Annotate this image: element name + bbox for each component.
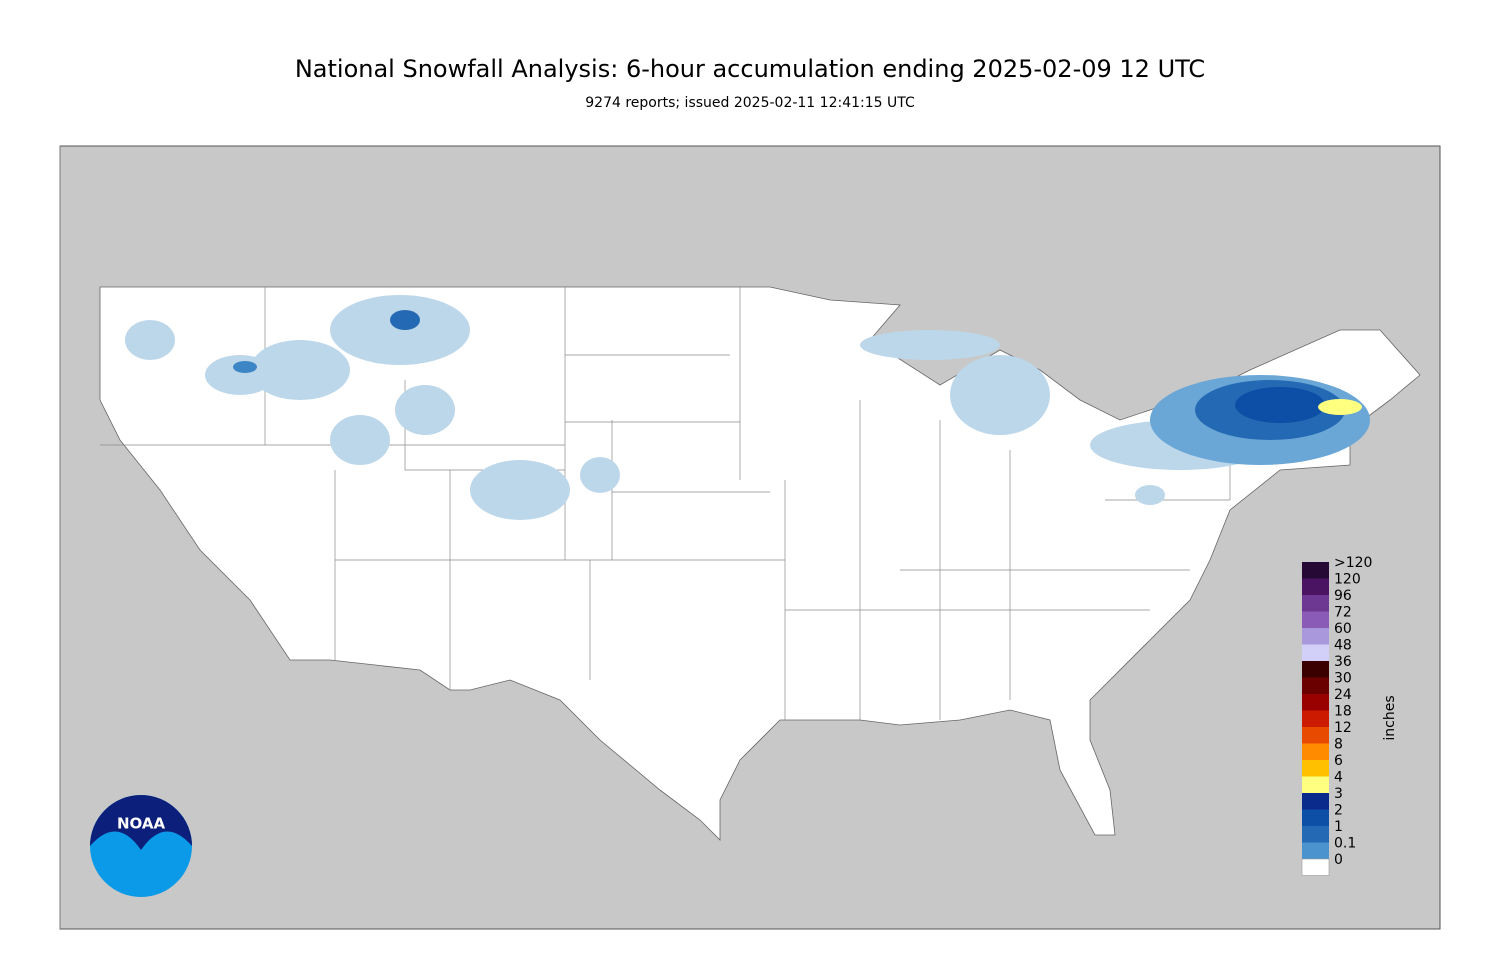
legend-label: 0 [1334,852,1343,868]
legend-swatch [1302,694,1329,711]
legend-swatch [1302,628,1329,645]
legend-label: 0.1 [1334,836,1356,852]
legend-label: 4 [1334,770,1343,786]
legend-label: 72 [1334,605,1352,621]
legend-swatch [1302,809,1329,826]
legend-label: 3 [1334,786,1343,802]
legend-label: 24 [1334,687,1352,703]
legend-label: 8 [1334,737,1343,753]
legend-label: 120 [1334,572,1361,588]
subtitle: 9274 reports; issued 2025-02-11 12:41:15… [585,95,915,111]
legend-label: 18 [1334,704,1352,720]
map [59,145,1441,930]
legend-label: 12 [1334,720,1352,736]
legend-swatch [1302,826,1329,843]
snow-areas [125,295,1370,520]
legend-swatch [1302,793,1329,810]
legend-swatch [1302,776,1329,793]
legend-label: 1 [1334,819,1343,835]
legend-swatch [1302,743,1329,760]
legend-unit: inches [1382,695,1398,740]
legend-label: >120 [1334,555,1372,571]
legend-label: 2 [1334,803,1343,819]
legend-swatch [1301,858,1330,876]
legend: inches >1201209672604836302418128643210.… [1301,555,1398,876]
legend-swatch [1302,760,1329,777]
legend-swatch [1302,661,1329,678]
legend-label: 6 [1334,753,1343,769]
legend-swatch [1302,595,1329,612]
legend-label: 48 [1334,638,1352,654]
noaa-logo: NOAA [90,795,192,897]
legend-swatch [1302,644,1329,661]
legend-swatch [1302,727,1329,744]
legend-label: 60 [1334,621,1352,637]
legend-swatch [1302,578,1329,595]
logo-text: NOAA [117,815,166,833]
legend-label: 30 [1334,671,1352,687]
legend-swatch [1302,562,1329,579]
legend-swatch [1302,710,1329,727]
legend-label: 96 [1334,588,1352,604]
legend-label: 36 [1334,654,1352,670]
legend-swatch [1302,611,1329,628]
legend-swatch [1302,677,1329,694]
legend-swatch [1302,842,1329,859]
title: National Snowfall Analysis: 6-hour accum… [295,55,1205,83]
